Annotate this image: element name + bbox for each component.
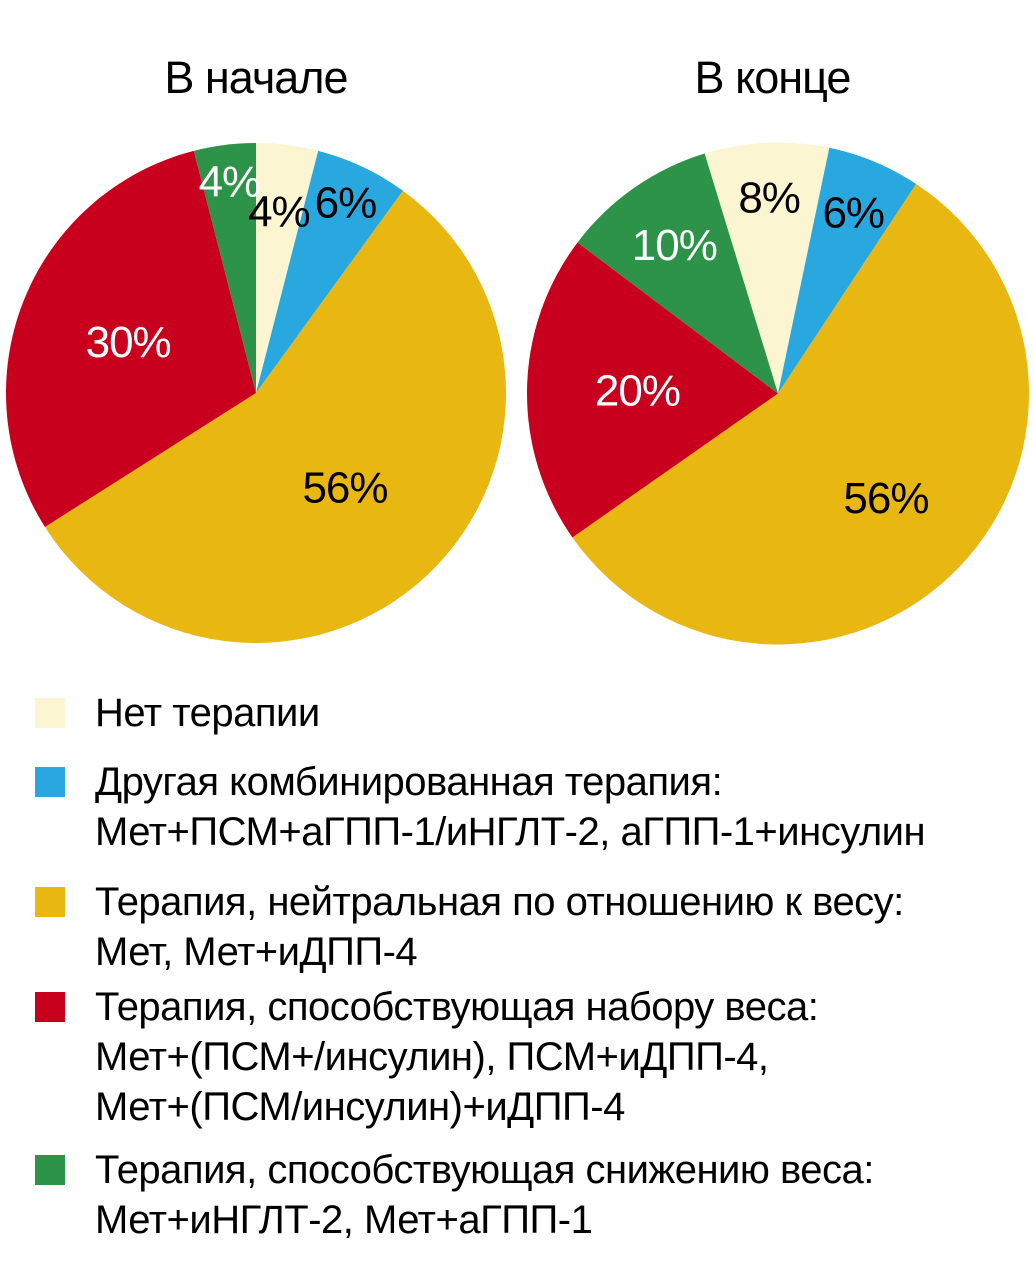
pie-label-weight_gain: 30%	[86, 318, 171, 367]
pie-slice-no_therapy	[704, 142, 830, 394]
legend-item-weight_loss: Терапия, способствующая снижению веса: Ме…	[0, 1145, 1033, 1245]
legend-swatch-other_combo	[35, 767, 65, 797]
pie-label-no_therapy: 8%	[738, 173, 800, 222]
pie-slice-weight_neutral	[44, 190, 507, 644]
pie-slice-weight_loss	[577, 153, 778, 394]
pie-label-other_combo: 6%	[822, 188, 884, 237]
pie-start: 4% 6%56%30%4%	[5, 143, 507, 644]
legend-text-no_therapy: Нет терапии	[95, 688, 1023, 738]
legend-line: Мет+иНГЛТ-2, Мет+аГПП-1	[95, 1198, 593, 1242]
pie-slice-weight_gain	[526, 242, 778, 538]
legend-swatch-weight_gain	[35, 992, 65, 1022]
pie-title-start: В начале	[164, 52, 348, 103]
pie-slice-other_combo	[778, 147, 917, 394]
legend-line: Мет, Мет+иДПП-4	[95, 930, 418, 974]
legend-line: Терапия, нейтральная по отношению к весу…	[95, 880, 904, 924]
pie-slice-other_combo	[256, 150, 403, 393]
pie-slice-weight_neutral	[572, 183, 1029, 645]
legend-text-other_combo: Другая комбинированная терапия: Мет+ПСМ+а…	[95, 757, 1023, 857]
legend-line: Терапия, способствующая набору веса:	[95, 985, 819, 1029]
legend-swatch-weight_neutral	[35, 887, 65, 917]
pie-label-weight_loss: 10%	[632, 221, 717, 270]
legend-item-weight_gain: Терапия, способствующая набору веса: Мет+…	[0, 982, 1033, 1132]
legend-line: Мет+(ПСМ+/инсулин), ПСМ+иДПП-4,	[95, 1035, 769, 1079]
pie-slice-no_therapy	[256, 143, 319, 393]
legend-line: Мет+ПСМ+аГПП-1/иНГЛТ-2, аГПП-1+инсулин	[95, 810, 926, 854]
legend-line: Нет терапии	[95, 691, 320, 735]
pie-title-end: В конце	[694, 52, 852, 103]
legend-item-other_combo: Другая комбинированная терапия: Мет+ПСМ+а…	[0, 757, 1033, 857]
pie-label-weight_neutral: 56%	[843, 474, 928, 523]
legend-item-weight_neutral: Терапия, нейтральная по отношению к весу…	[0, 877, 1033, 977]
pie-charts-svg: 4% 6%56%30%4% 8% 6%56%20%10%	[5, 142, 1029, 645]
pie-label-weight_neutral: 56%	[302, 463, 387, 512]
legend-swatch-weight_loss	[35, 1155, 65, 1185]
pie-label-weight_gain: 20%	[595, 367, 680, 416]
legend-line: Терапия, способствующая снижению веса:	[95, 1148, 874, 1192]
pie-label-weight_loss: 4%	[199, 158, 261, 207]
pie-label-no_therapy: 4%	[248, 187, 310, 236]
legend-swatch-no_therapy	[35, 698, 65, 728]
legend-line: Другая комбинированная терапия:	[95, 760, 723, 804]
pie-label-other_combo: 6%	[315, 178, 377, 227]
legend-text-weight_neutral: Терапия, нейтральная по отношению к весу…	[95, 877, 1023, 977]
pie-slice-weight_gain	[5, 150, 257, 527]
pie-end: 8% 6% 56% 20% 10%	[526, 142, 1029, 645]
legend-text-weight_loss: Терапия, способствующая снижению веса: Ме…	[95, 1145, 1023, 1245]
pie-slice-weight_loss	[193, 143, 256, 393]
legend-text-weight_gain: Терапия, способствующая набору веса: Мет+…	[95, 982, 1023, 1132]
legend-item-no_therapy: Нет терапии	[0, 688, 1033, 738]
legend-line: Мет+(ПСМ/инсулин)+иДПП-4	[95, 1085, 625, 1129]
